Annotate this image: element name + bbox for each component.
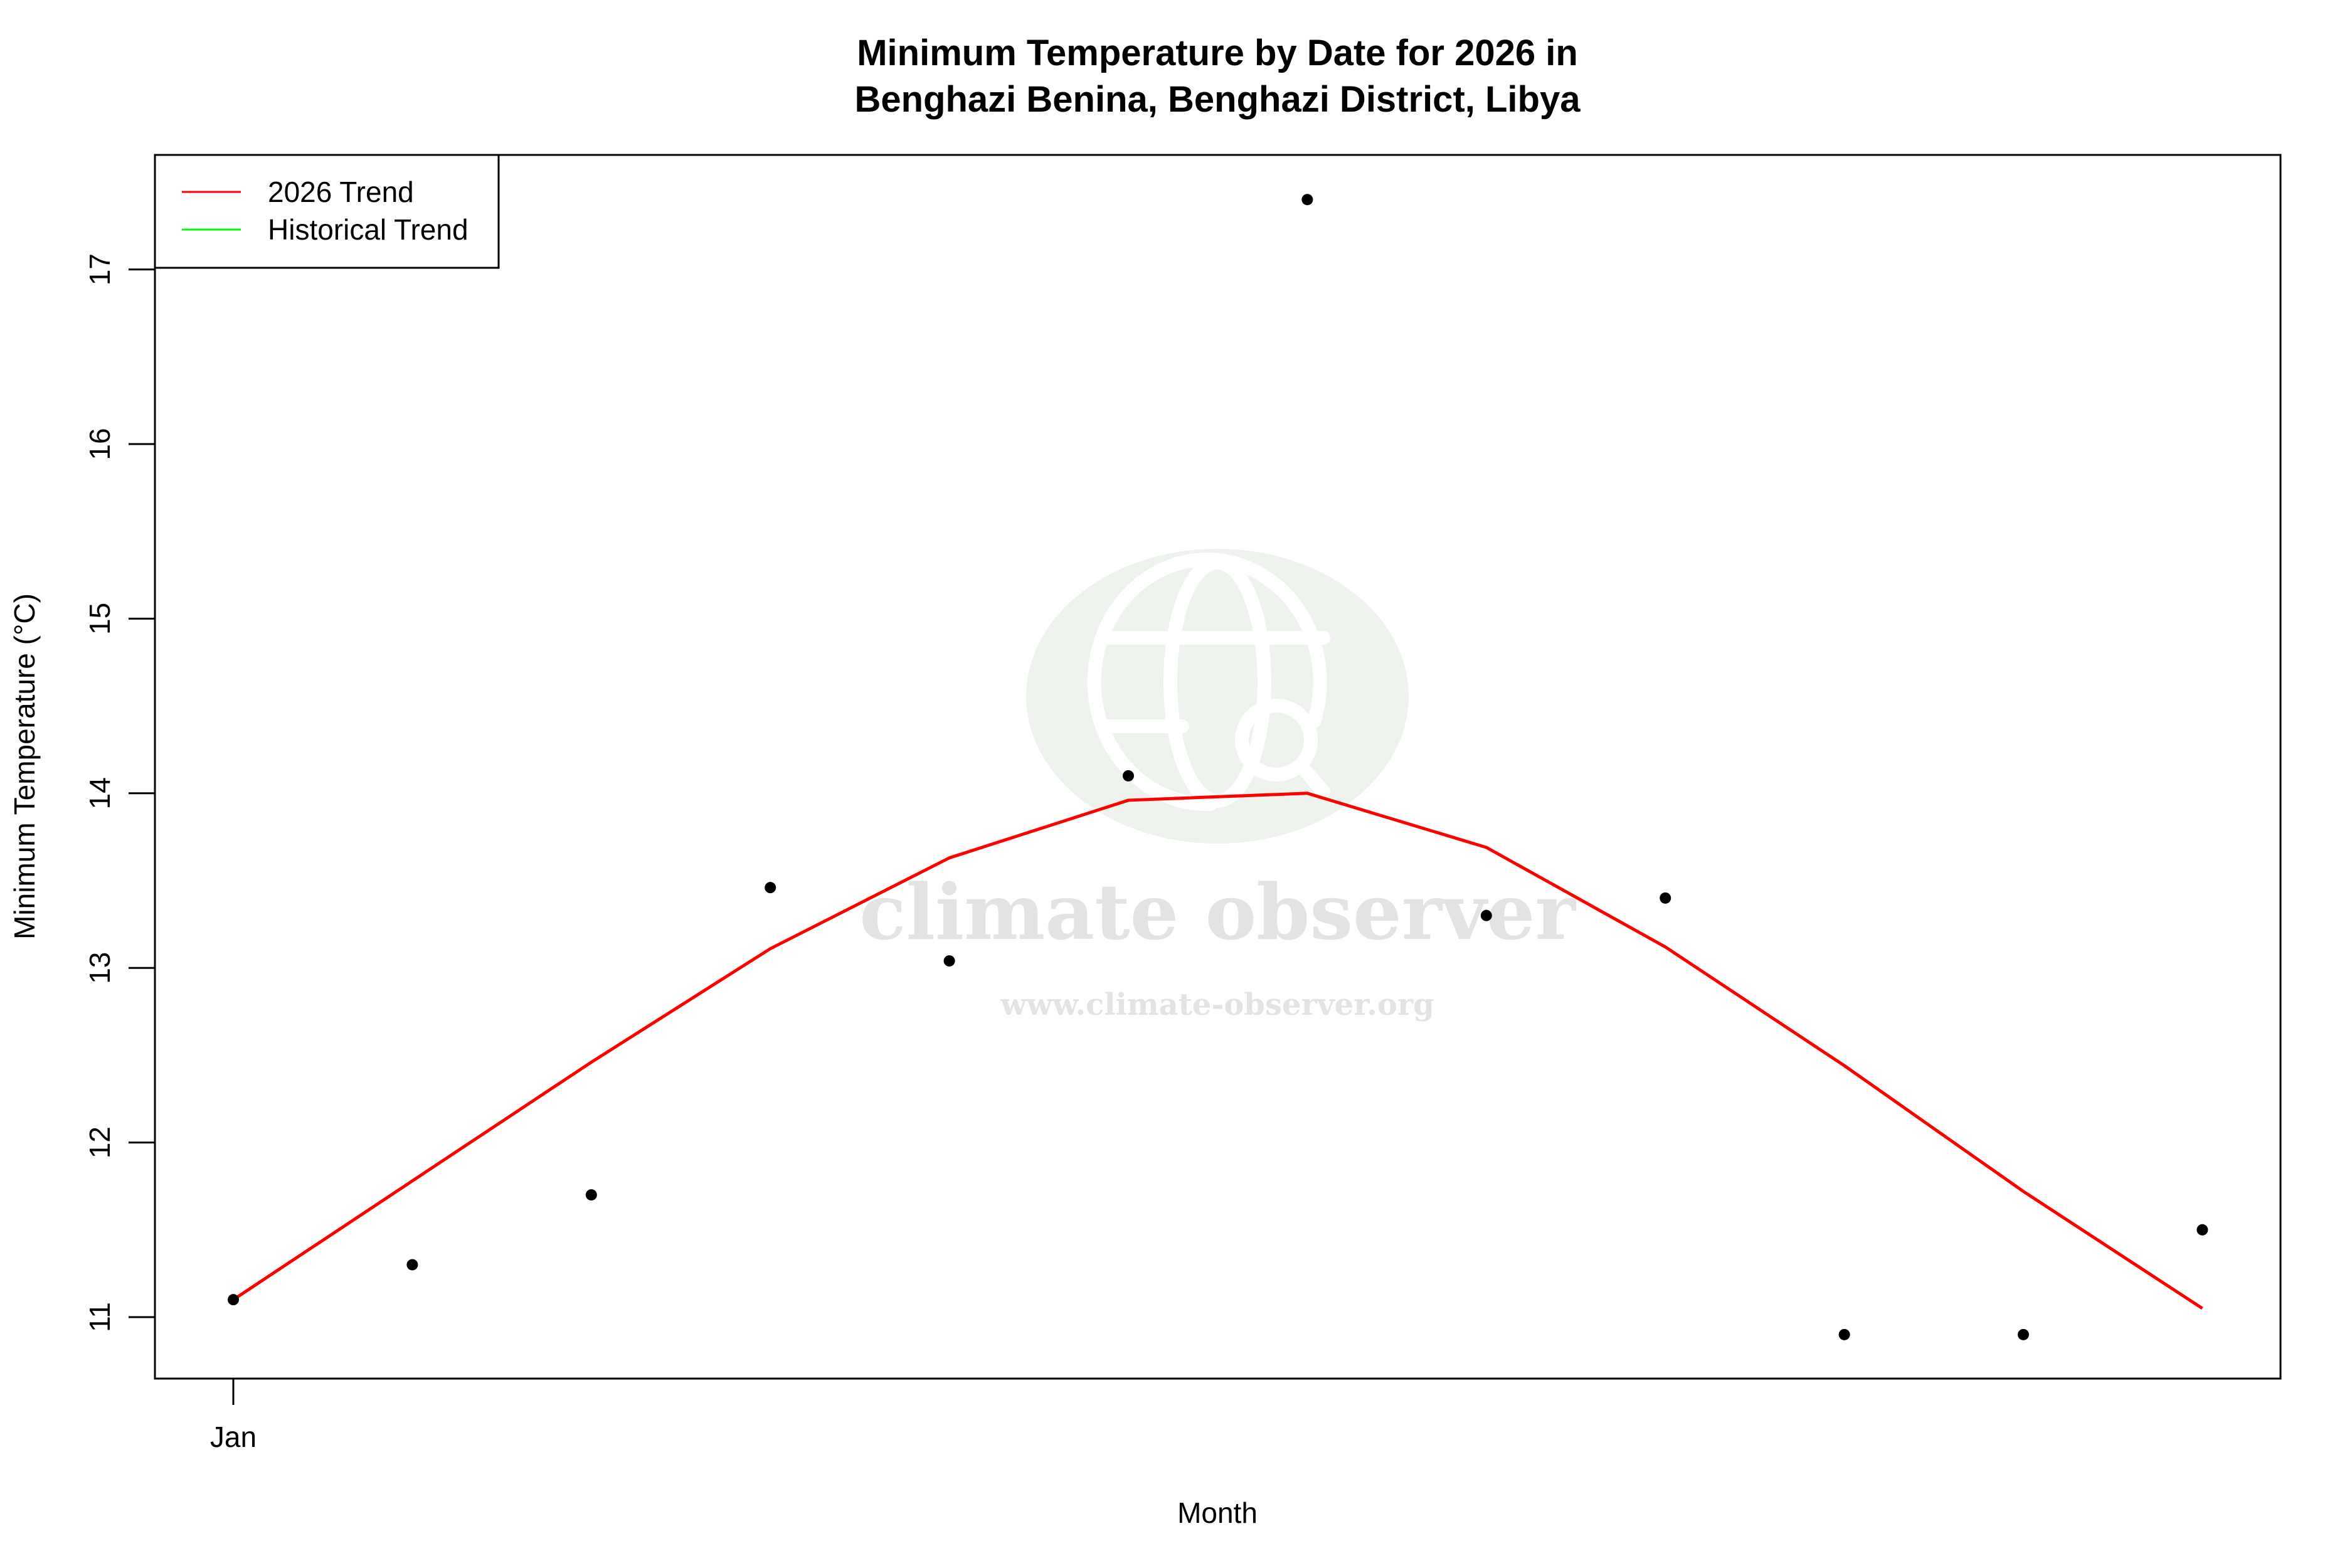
data-point (1838, 1328, 1850, 1340)
plot-area (154, 154, 2282, 1380)
y-tick-label: 14 (83, 777, 116, 809)
data-point (1301, 194, 1313, 206)
data-point (2018, 1328, 2029, 1340)
watermark-brand: climate observer (859, 867, 1576, 957)
data-point (1480, 909, 1492, 921)
observed-points (228, 194, 2208, 1340)
data-point (765, 882, 776, 894)
y-tick-label: 15 (83, 603, 116, 635)
watermark-url: www.climate-observer.org (1000, 987, 1434, 1022)
x-axis-label: Month (1177, 1496, 1258, 1529)
y-axis: 11 12 13 14 15 16 17 (83, 253, 155, 1332)
y-tick-label: 13 (83, 952, 116, 984)
y-tick-label: 17 (83, 253, 116, 285)
data-point (228, 1294, 239, 1306)
chart-title-line-1: Minimum Temperature by Date for 2026 in (857, 33, 1578, 73)
data-point (943, 955, 955, 967)
globe-search-icon (1087, 553, 1330, 812)
data-point (1123, 770, 1134, 781)
data-point (2196, 1224, 2208, 1236)
data-point (1660, 892, 1671, 904)
x-axis: Jan (210, 1379, 257, 1453)
data-point (406, 1259, 418, 1271)
trend-line-2026 (232, 792, 2203, 1310)
data-point (585, 1189, 597, 1201)
legend: 2026 Trend Historical Trend (154, 154, 500, 269)
watermark: climate observer www.climate-observer.or… (859, 549, 1577, 1022)
x-tick-label: Jan (210, 1421, 257, 1453)
legend-box (154, 154, 500, 269)
y-tick-label: 12 (83, 1126, 116, 1158)
y-tick-label: 16 (83, 428, 116, 460)
chart-title-line-2: Benghazi Benina, Benghazi District, Liby… (855, 79, 1581, 120)
legend-label-historical-trend: Historical Trend (268, 213, 469, 246)
legend-label-2026-trend: 2026 Trend (268, 176, 414, 208)
y-tick-label: 11 (83, 1302, 116, 1332)
y-axis-label: Minimum Temperature (°C) (8, 593, 41, 940)
